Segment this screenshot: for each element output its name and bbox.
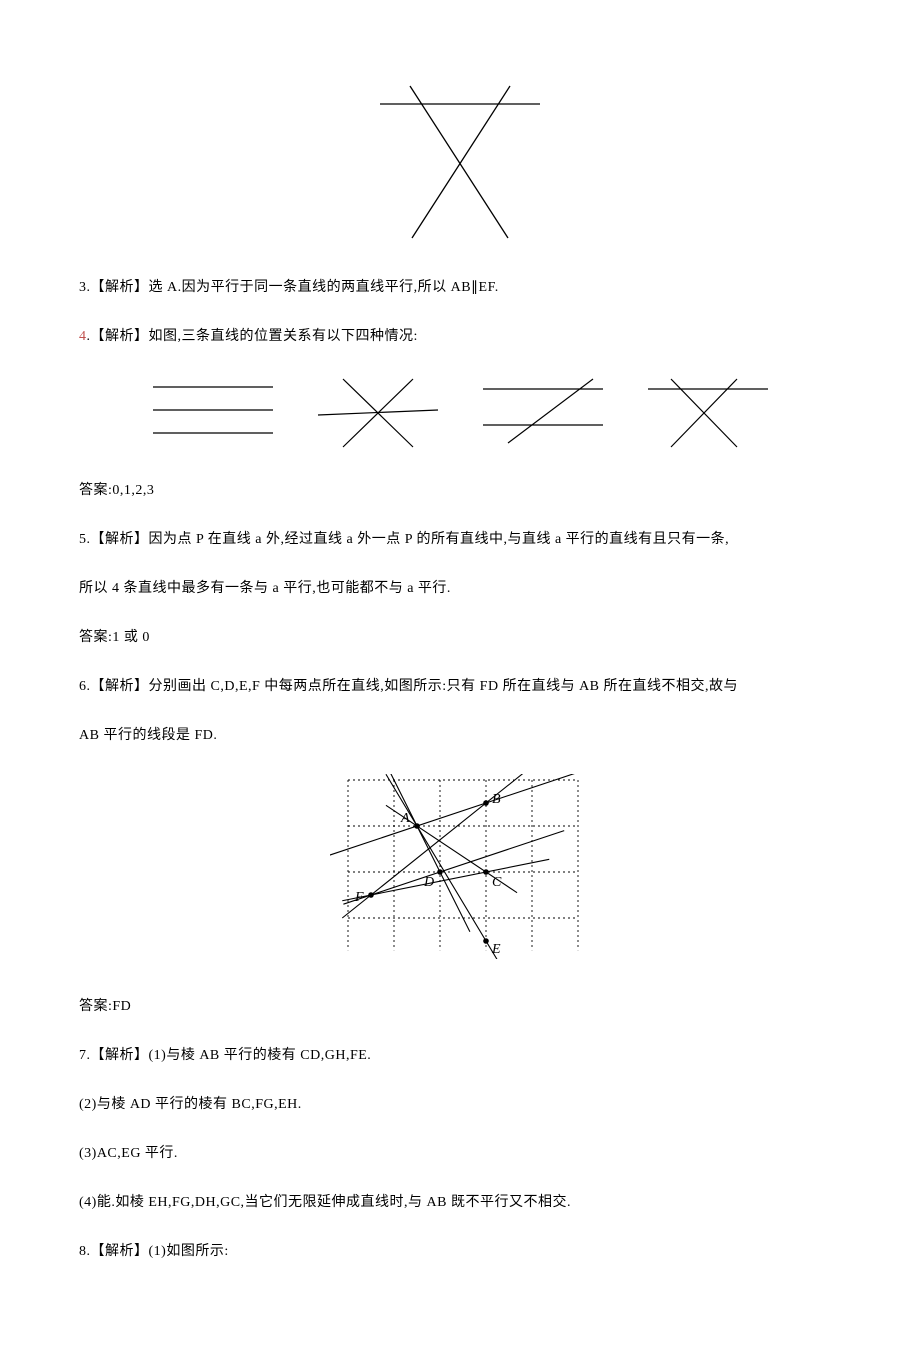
q4-answer: 答案:0,1,2,3 <box>79 480 841 501</box>
diagram-x-lines <box>360 80 560 240</box>
question-3: 3.【解析】选 A.因为平行于同一条直线的两直线平行,所以 AB∥EF. <box>79 277 841 298</box>
svg-text:D: D <box>423 875 434 890</box>
svg-text:C: C <box>492 875 502 890</box>
q4-text: .【解析】如图,三条直线的位置关系有以下四种情况: <box>87 329 418 344</box>
q5-line1: 5.【解析】因为点 P 在直线 a 外,经过直线 a 外一点 P 的所有直线中,… <box>79 529 841 550</box>
q3-text: 3.【解析】选 A.因为平行于同一条直线的两直线平行,所以 AB∥EF. <box>79 280 499 295</box>
diagram-grid-lines: A B D C F E <box>330 774 590 959</box>
q7-line4: (4)能.如棱 EH,FG,DH,GC,当它们无限延伸成直线时,与 AB 既不平… <box>79 1192 841 1213</box>
diagram-two-parallel-one-cross <box>478 375 608 447</box>
q7-line2: (2)与棱 AD 平行的棱有 BC,FG,EH. <box>79 1094 841 1115</box>
figure-row-four-cases <box>79 375 841 450</box>
diagram-three-parallel <box>148 375 278 445</box>
svg-text:A: A <box>400 811 410 826</box>
svg-text:F: F <box>354 890 364 905</box>
figure-top-x <box>79 80 841 247</box>
figure-grid: A B D C F E <box>79 774 841 966</box>
q6-line2: AB 平行的线段是 FD. <box>79 725 841 746</box>
svg-text:E: E <box>491 942 501 957</box>
q5-answer: 答案:1 或 0 <box>79 627 841 648</box>
q7-line1: 7.【解析】(1)与棱 AB 平行的棱有 CD,GH,FE. <box>79 1045 841 1066</box>
svg-text:B: B <box>492 792 501 807</box>
diagram-one-parallel-x <box>643 375 773 450</box>
q4-number: 4 <box>79 329 87 344</box>
diagram-star <box>313 375 443 450</box>
q6-line1: 6.【解析】分别画出 C,D,E,F 中每两点所在直线,如图所示:只有 FD 所… <box>79 676 841 697</box>
q5-line2: 所以 4 条直线中最多有一条与 a 平行,也可能都不与 a 平行. <box>79 578 841 599</box>
q6-answer: 答案:FD <box>79 996 841 1017</box>
q7-line3: (3)AC,EG 平行. <box>79 1143 841 1164</box>
question-4: 4.【解析】如图,三条直线的位置关系有以下四种情况: <box>79 326 841 347</box>
q8-text: 8.【解析】(1)如图所示: <box>79 1241 841 1262</box>
